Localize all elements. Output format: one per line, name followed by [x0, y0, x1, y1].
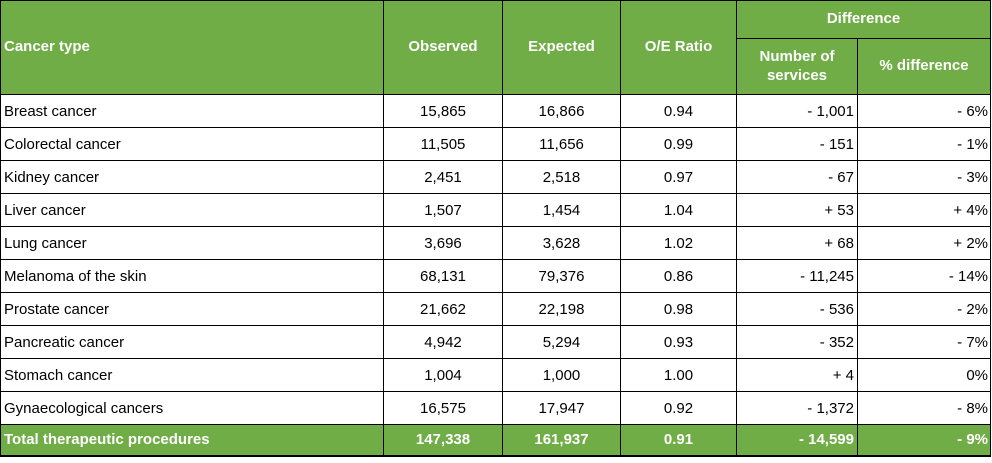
table-row: Kidney cancer 2,451 2,518 0.97 - 67 - 3%	[0, 160, 992, 194]
cell-observed: 1,004	[383, 358, 503, 392]
header-row-sub: Number of services % difference	[1, 38, 992, 95]
cell-num-services: - 1,001	[736, 94, 858, 128]
cell-observed: 68,131	[383, 259, 503, 293]
header-number-of-services: Number of services	[736, 38, 858, 95]
cell-cancer-type: Melanoma of the skin	[0, 259, 384, 293]
cell-observed: 21,662	[383, 292, 503, 326]
table-row: Gynaecological cancers 16,575 17,947 0.9…	[0, 391, 992, 425]
table-row: Lung cancer 3,696 3,628 1.02 + 68 + 2%	[0, 226, 992, 260]
cell-oe-ratio: 1.00	[620, 358, 737, 392]
cell-expected: 11,656	[502, 127, 621, 161]
cell-expected: 3,628	[502, 226, 621, 260]
cell-oe-ratio: 0.86	[620, 259, 737, 293]
header-oe-ratio: O/E Ratio	[620, 0, 737, 95]
header-pct-difference: % difference	[856, 38, 992, 95]
cell-cancer-type: Gynaecological cancers	[0, 391, 384, 425]
total-observed: 147,338	[383, 424, 503, 457]
table-row: Stomach cancer 1,004 1,000 1.00 + 4 0%	[0, 358, 992, 392]
cell-num-services: - 11,245	[736, 259, 858, 293]
cell-num-services: - 352	[736, 325, 858, 359]
cell-expected: 1,454	[502, 193, 621, 227]
cell-cancer-type: Prostate cancer	[0, 292, 384, 326]
cell-oe-ratio: 0.93	[620, 325, 737, 359]
cell-num-services: - 536	[736, 292, 858, 326]
table-row: Prostate cancer 21,662 22,198 0.98 - 536…	[0, 292, 992, 326]
cell-observed: 15,865	[383, 94, 503, 128]
cell-cancer-type: Colorectal cancer	[0, 127, 384, 161]
cell-num-services: + 53	[736, 193, 858, 227]
cell-num-services: - 1,372	[736, 391, 858, 425]
cell-observed: 1,507	[383, 193, 503, 227]
header-row-group: Cancer type Observed Expected O/E Ratio …	[0, 0, 992, 95]
cell-oe-ratio: 0.94	[620, 94, 737, 128]
header-difference-group: Difference	[735, 0, 992, 39]
cell-pct-difference: - 2%	[856, 292, 992, 326]
cell-pct-difference: - 3%	[856, 160, 992, 194]
cell-oe-ratio: 1.04	[620, 193, 737, 227]
cell-observed: 3,696	[383, 226, 503, 260]
cell-oe-ratio: 0.99	[620, 127, 737, 161]
cell-pct-difference: + 2%	[856, 226, 992, 260]
cell-oe-ratio: 0.98	[620, 292, 737, 326]
cell-pct-difference: - 6%	[856, 94, 992, 128]
cell-expected: 17,947	[502, 391, 621, 425]
table-row: Melanoma of the skin 68,131 79,376 0.86 …	[0, 259, 992, 293]
cell-oe-ratio: 0.92	[620, 391, 737, 425]
cell-expected: 79,376	[502, 259, 621, 293]
header-observed: Observed	[383, 0, 503, 95]
header-expected: Expected	[502, 0, 621, 95]
table-row: Liver cancer 1,507 1,454 1.04 + 53 + 4%	[0, 193, 992, 227]
cell-pct-difference: - 8%	[856, 391, 992, 425]
cell-expected: 5,294	[502, 325, 621, 359]
cell-observed: 16,575	[383, 391, 503, 425]
total-oe-ratio: 0.91	[620, 424, 737, 457]
cell-observed: 4,942	[383, 325, 503, 359]
table-row: Pancreatic cancer 4,942 5,294 0.93 - 352…	[0, 325, 992, 359]
total-pct-difference: - 9%	[856, 424, 992, 457]
cell-cancer-type: Liver cancer	[0, 193, 384, 227]
total-expected: 161,937	[502, 424, 621, 457]
cell-cancer-type: Kidney cancer	[0, 160, 384, 194]
cell-num-services: - 67	[736, 160, 858, 194]
table-header: Cancer type Observed Expected O/E Ratio …	[0, 0, 992, 95]
header-cancer-type: Cancer type	[0, 0, 384, 95]
cell-expected: 1,000	[502, 358, 621, 392]
table-total-row: Total therapeutic procedures 147,338 161…	[0, 424, 992, 457]
cell-pct-difference: 0%	[856, 358, 992, 392]
table-row: Colorectal cancer 11,505 11,656 0.99 - 1…	[0, 127, 992, 161]
table-row: Breast cancer 15,865 16,866 0.94 - 1,001…	[0, 94, 992, 128]
cell-cancer-type: Pancreatic cancer	[0, 325, 384, 359]
cell-cancer-type: Breast cancer	[0, 94, 384, 128]
cell-expected: 2,518	[502, 160, 621, 194]
table-body: Breast cancer 15,865 16,866 0.94 - 1,001…	[0, 94, 992, 457]
cell-expected: 22,198	[502, 292, 621, 326]
cell-oe-ratio: 0.97	[620, 160, 737, 194]
cell-pct-difference: - 1%	[856, 127, 992, 161]
total-label: Total therapeutic procedures	[0, 424, 384, 457]
cell-pct-difference: - 14%	[856, 259, 992, 293]
cell-oe-ratio: 1.02	[620, 226, 737, 260]
total-num-services: - 14,599	[736, 424, 858, 457]
cell-pct-difference: - 7%	[856, 325, 992, 359]
cell-cancer-type: Lung cancer	[0, 226, 384, 260]
cell-observed: 2,451	[383, 160, 503, 194]
cell-cancer-type: Stomach cancer	[0, 358, 384, 392]
cell-num-services: + 68	[736, 226, 858, 260]
cell-observed: 11,505	[383, 127, 503, 161]
cell-pct-difference: + 4%	[856, 193, 992, 227]
cell-expected: 16,866	[502, 94, 621, 128]
cell-num-services: - 151	[736, 127, 858, 161]
cell-num-services: + 4	[736, 358, 858, 392]
